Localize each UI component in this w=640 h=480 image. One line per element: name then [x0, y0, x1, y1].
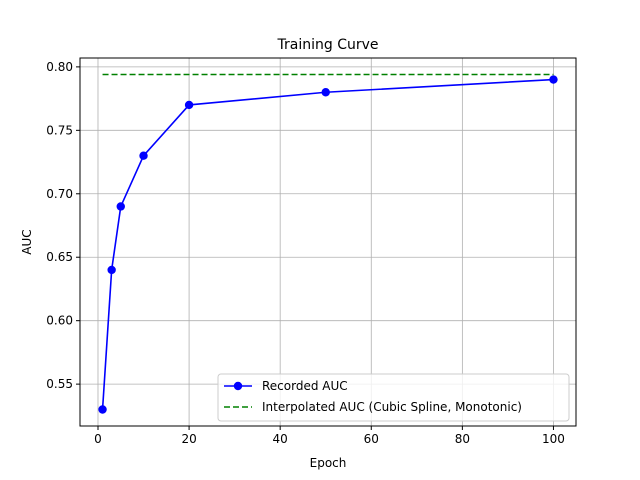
tick-layer: 0 20 40 60 80 100 0.55 0.60 0.65 0.70 0.75 0.80: [46, 60, 565, 446]
legend-box: [217, 373, 570, 422]
data-point: [107, 265, 116, 275]
x-tick-label: 80: [455, 432, 470, 446]
y-tick-label: 0.60: [46, 314, 73, 328]
legend-entry-1: Interpolated AUC (Cubic Spline, Monotoni…: [262, 400, 522, 414]
y-tick-label: 0.75: [46, 123, 73, 137]
series-layer: [98, 73, 558, 414]
y-tick-label: 0.55: [46, 377, 73, 391]
x-tick-label: 60: [364, 432, 379, 446]
x-tick-label: 0: [94, 432, 102, 446]
chart-title: Training Curve: [277, 37, 379, 53]
grid-layer: [80, 58, 576, 426]
data-point: [139, 151, 148, 160]
data-point: [116, 202, 125, 211]
data-point: [321, 88, 330, 97]
x-tick-label: 20: [181, 432, 196, 446]
data-point: [549, 75, 558, 84]
legend-marker-0: [233, 381, 243, 391]
x-axis-label: Epoch: [310, 456, 347, 470]
y-tick-label: 0.65: [46, 250, 73, 264]
y-tick-label: 0.70: [46, 187, 73, 201]
y-axis-label: AUC: [20, 229, 34, 254]
plot-frame: [79, 57, 577, 427]
x-tick-label: 100: [542, 432, 565, 446]
y-tick-label: 0.80: [46, 60, 73, 74]
data-point: [98, 405, 107, 414]
legend: Recorded AUC Interpolated AUC (Cubic Spli…: [217, 373, 570, 422]
x-tick-label: 40: [273, 432, 288, 446]
data-point: [184, 100, 194, 110]
legend-entry-0: Recorded AUC: [262, 379, 348, 393]
